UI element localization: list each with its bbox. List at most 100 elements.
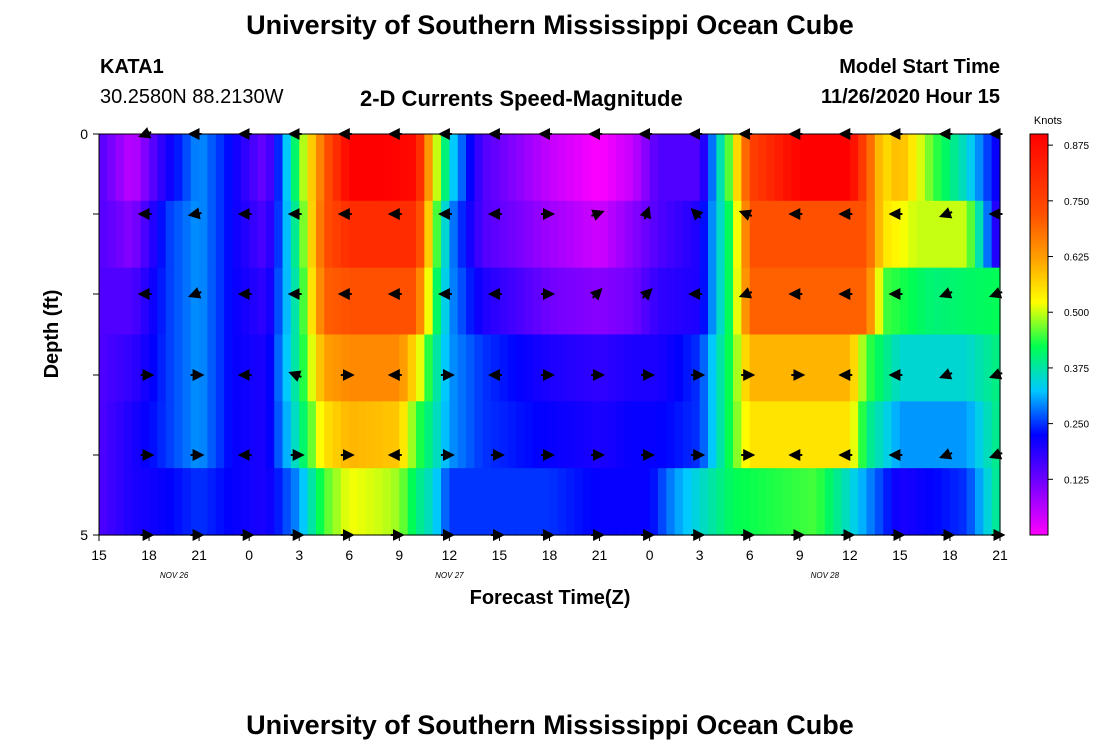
heatmap-cell bbox=[491, 134, 501, 202]
heatmap-cell bbox=[282, 468, 292, 536]
heatmap-cell bbox=[699, 134, 709, 202]
heatmap-cell bbox=[866, 401, 876, 469]
heatmap-cell bbox=[783, 401, 793, 469]
heatmap-cell bbox=[632, 468, 642, 536]
heatmap-cell bbox=[99, 401, 108, 469]
heatmap-cell bbox=[591, 134, 601, 202]
heatmap-cell bbox=[432, 401, 442, 469]
heatmap-cell bbox=[574, 267, 584, 336]
heatmap-cell bbox=[541, 200, 551, 269]
heatmap-cell bbox=[799, 267, 809, 336]
heatmap-cell bbox=[274, 401, 284, 469]
heatmap-cell bbox=[682, 401, 692, 469]
heatmap-cell bbox=[532, 134, 542, 202]
heatmap-cell bbox=[215, 267, 225, 336]
heatmap-cell bbox=[741, 200, 751, 269]
heatmap-cell bbox=[324, 334, 334, 402]
current-vector-arrow bbox=[639, 205, 652, 220]
heatmap-cell bbox=[124, 334, 133, 402]
heatmap-cell bbox=[899, 468, 909, 536]
heatmap-cell bbox=[432, 468, 442, 536]
heatmap-cell bbox=[733, 267, 742, 336]
heatmap-cell bbox=[899, 200, 909, 269]
heatmap-cell bbox=[666, 200, 676, 269]
heatmap-cell bbox=[749, 134, 759, 202]
heatmap-cell bbox=[949, 468, 959, 536]
heatmap-cell bbox=[849, 468, 859, 536]
heatmap-cell bbox=[282, 200, 292, 269]
heatmap-cell bbox=[374, 334, 384, 402]
heatmap-cell bbox=[549, 200, 559, 269]
heatmap-cell bbox=[758, 134, 767, 202]
heatmap-cell bbox=[607, 468, 617, 536]
heatmap-cell bbox=[833, 134, 843, 202]
heatmap-cell bbox=[374, 468, 384, 536]
heatmap-cell bbox=[682, 334, 692, 402]
heatmap-cell bbox=[674, 134, 684, 202]
heatmap-cell bbox=[190, 134, 200, 202]
heatmap-cell bbox=[107, 468, 117, 536]
heatmap-cell bbox=[641, 200, 651, 269]
heatmap-cell bbox=[966, 401, 976, 469]
heatmap-cell bbox=[466, 401, 476, 469]
heatmap-cell bbox=[591, 267, 601, 336]
heatmap-cell bbox=[482, 134, 492, 202]
heatmap-cell bbox=[783, 200, 793, 269]
heatmap-cell bbox=[132, 267, 142, 336]
heatmap-cell bbox=[599, 200, 609, 269]
x-tick-label: 18 bbox=[942, 547, 958, 563]
heatmap-cell bbox=[157, 401, 167, 469]
heatmap-cell bbox=[324, 267, 334, 336]
heatmap-cell bbox=[966, 134, 976, 202]
heatmap-cell bbox=[374, 134, 384, 202]
heatmap-cell bbox=[165, 334, 175, 402]
heatmap-cell bbox=[599, 134, 609, 202]
heatmap-cell bbox=[224, 267, 234, 336]
heatmap-cell bbox=[516, 200, 526, 269]
model-start-label: Model Start Time bbox=[839, 56, 1000, 78]
heatmap-cell bbox=[257, 401, 267, 469]
heatmap-cell bbox=[874, 200, 884, 269]
heatmap-cell bbox=[557, 401, 567, 469]
heatmap-cell bbox=[182, 267, 192, 336]
heatmap-cell bbox=[207, 401, 217, 469]
heatmap-cell bbox=[749, 267, 759, 336]
heatmap-cell bbox=[691, 134, 701, 202]
heatmap-cell bbox=[616, 468, 626, 536]
heatmap-cell bbox=[265, 134, 275, 202]
heatmap-cell bbox=[624, 200, 634, 269]
heatmap-cell bbox=[716, 267, 726, 336]
heatmap-cell bbox=[240, 200, 250, 269]
heatmap-cell bbox=[482, 468, 492, 536]
heatmap-cell bbox=[891, 200, 901, 269]
heatmap-cell bbox=[124, 200, 133, 269]
heatmap-cell bbox=[783, 267, 793, 336]
heatmap-cell bbox=[791, 468, 801, 536]
heatmap-cell bbox=[641, 334, 651, 402]
heatmap-cell bbox=[933, 267, 943, 336]
heatmap-cell bbox=[566, 267, 576, 336]
heatmap-cell bbox=[949, 200, 959, 269]
heatmap-cell bbox=[265, 401, 275, 469]
heatmap-cell bbox=[382, 200, 392, 269]
date-label: NOV 26 bbox=[160, 571, 189, 580]
heatmap-cell bbox=[941, 468, 951, 536]
heatmap-cell bbox=[741, 267, 751, 336]
heatmap-cell bbox=[849, 267, 859, 336]
heatmap-cell bbox=[174, 468, 184, 536]
heatmap-cell bbox=[916, 334, 926, 402]
heatmap-cell bbox=[582, 334, 592, 402]
heatmap-cell bbox=[474, 468, 484, 536]
heatmap-cell bbox=[983, 401, 993, 469]
heatmap-cell bbox=[407, 334, 417, 402]
heatmap-cell bbox=[382, 401, 392, 469]
heatmap-cell bbox=[299, 134, 309, 202]
heatmap-cell bbox=[507, 401, 517, 469]
heatmap-cell bbox=[174, 401, 184, 469]
heatmap-cell bbox=[841, 401, 851, 469]
heatmap-cell bbox=[199, 200, 209, 269]
heatmap-cell bbox=[274, 334, 284, 402]
heatmap-cell bbox=[207, 200, 217, 269]
heatmap-cell bbox=[124, 134, 133, 202]
heatmap-cell bbox=[933, 401, 943, 469]
